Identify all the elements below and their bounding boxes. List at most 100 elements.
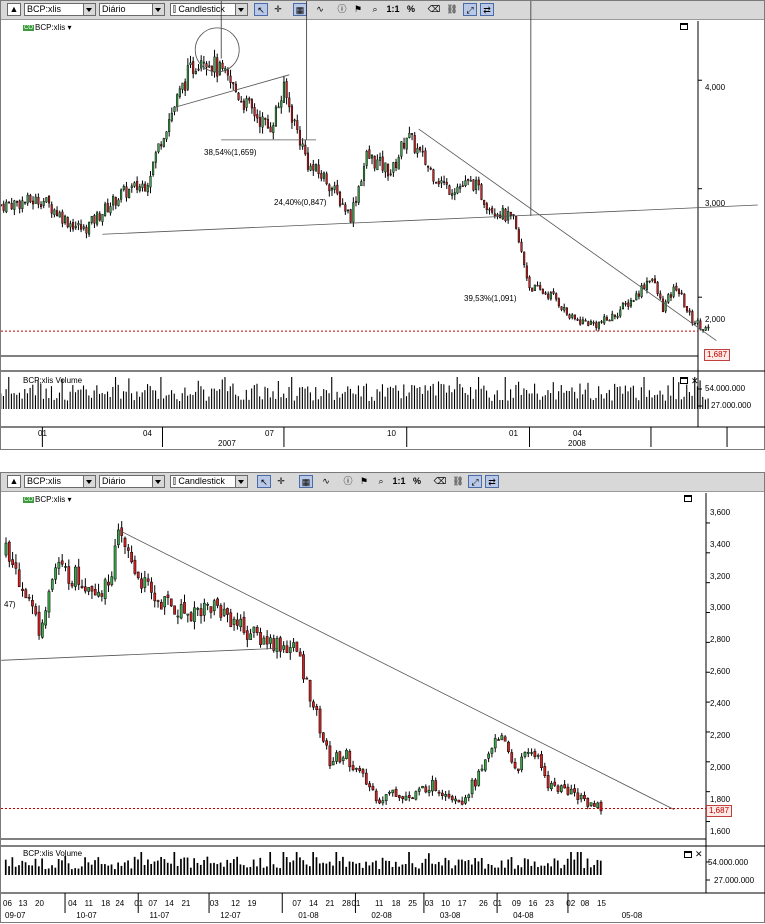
candle-body [454,193,456,195]
candle-body [118,200,120,206]
volume-bar [248,400,249,409]
volume-bar [203,389,204,409]
volume-bar [334,400,335,409]
volume-bar [635,398,636,409]
volume-bar [560,868,562,875]
volume-bar [689,392,690,409]
candle-body [160,602,162,609]
candle-body [458,800,460,802]
volume-bar [279,868,281,875]
close-icon[interactable]: ✕ [695,850,703,858]
volume-bar [627,391,628,409]
candle-body [531,288,533,292]
volume-bar [134,400,135,409]
candle-body [451,194,453,196]
candle-body [537,755,539,756]
volume-bar [219,389,220,409]
volume-bar [457,377,458,409]
candle-body [302,144,304,147]
volume-title[interactable]: BCP:xlis Volume [23,849,82,858]
volume-bar [564,865,566,875]
candle-body [398,157,400,169]
candle-body [142,184,144,188]
price-axis-label: 2,000 [705,315,725,324]
candle-body [526,266,528,278]
candle-body [192,61,194,73]
candle-body [555,294,557,299]
candle-body [390,174,392,175]
candle-body [166,132,168,139]
candle-body [173,606,175,614]
day-label: 01 [351,899,360,908]
candle-body [529,277,531,288]
candle-body [211,66,213,72]
volume-bar [210,863,212,875]
candle-body [342,204,344,205]
candle-body [502,208,504,219]
maximize-button[interactable] [684,851,692,858]
volume-bar [369,865,371,875]
candle-body [315,164,317,171]
volume-bar [166,396,167,409]
volume-bar [395,385,396,409]
candle-body [68,566,70,583]
month-label: 05-08 [622,911,642,920]
candle-body [345,750,347,758]
candle-body [80,225,82,230]
volume-bar [697,386,698,409]
candle-body [590,321,592,324]
candle-body [564,785,566,788]
candle-body [595,323,597,328]
maximize-button[interactable] [680,377,688,384]
volume-bar [283,394,284,409]
candle-body [523,252,525,265]
volume-bar [409,392,410,409]
volume-bar [264,387,265,409]
volume-bar [521,867,523,875]
volume-bar [316,857,318,875]
candle-body [342,758,344,761]
volume-bar [147,384,148,409]
volume-bar [207,857,209,875]
volume-title[interactable]: BCP:xlis Volume [23,376,82,385]
candle-body [514,762,516,768]
volume-bar [232,384,233,409]
volume-bar [545,395,546,409]
candle-body [689,311,691,312]
volume-bar [654,395,655,409]
candle-body [171,113,173,120]
candle-body [446,182,448,184]
candle-body [431,780,433,791]
volume-bar [625,386,626,409]
candle-body [88,587,90,591]
volume-bar [78,869,80,875]
candle-body [54,210,56,215]
volume-bar [306,865,308,875]
candle-body [494,214,496,216]
candle-body [198,69,200,70]
candle-body [382,157,384,170]
candle-body [425,151,427,165]
candle-body [220,606,222,618]
volume-bar [484,869,486,875]
volume-bar [173,852,175,875]
candle-body [272,125,274,132]
volume-bar [377,389,378,409]
volume-bar [302,387,303,409]
volume-bar [448,860,450,875]
volume-bar [150,386,151,409]
volume-bar [461,860,463,875]
candle-body [104,204,106,216]
volume-bar [475,389,476,409]
candle-body [206,64,208,68]
volume-bar [692,396,693,409]
volume-bar [280,397,281,409]
candle-body [214,57,216,72]
candle-body [183,602,185,613]
volume-bar [155,391,156,409]
volume-bar [81,866,83,875]
candle-body [474,780,476,786]
volume-bar [630,387,631,409]
close-icon[interactable]: ✕ [691,377,699,385]
day-label: 06 [3,899,12,908]
